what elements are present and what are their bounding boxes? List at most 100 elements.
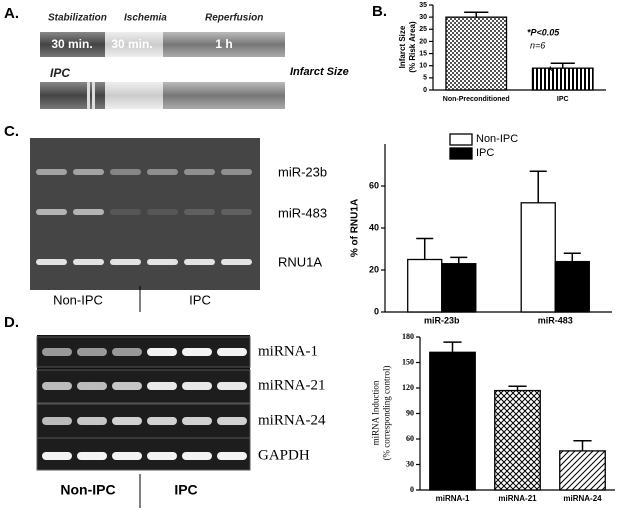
- gel-band: [217, 417, 247, 425]
- error-bar: [443, 341, 462, 353]
- annotation: *: [548, 64, 553, 78]
- gel-band: [42, 348, 72, 356]
- gel-bands: [36, 169, 252, 265]
- y-tick-label: 0: [423, 87, 427, 94]
- y-tick-label: 30: [406, 459, 414, 468]
- gel-row-label: miRNA-21: [258, 377, 326, 393]
- gel-row-label: miRNA-24: [258, 412, 326, 428]
- gel-band: [147, 417, 177, 425]
- error-bar: [416, 237, 434, 260]
- gel-group-label: IPC: [174, 482, 197, 498]
- y-tick-label: 20: [419, 38, 427, 45]
- gel-band: [221, 259, 252, 265]
- gel-band: [112, 417, 142, 425]
- y-tick-label: 35: [419, 2, 427, 9]
- y-axis-label: % of RNU1A: [350, 199, 361, 257]
- gel-lane-row: [36, 336, 251, 368]
- phase-label: Stabilization: [48, 13, 107, 24]
- timeline-segment: [105, 82, 163, 109]
- bar: [429, 351, 476, 491]
- annotation: n=6: [530, 40, 545, 50]
- gel-band: [77, 452, 107, 460]
- y-tick-label: 90: [406, 408, 414, 417]
- gel-lane-row: [36, 437, 251, 471]
- gel-band: [110, 259, 141, 265]
- gel-band: [182, 382, 212, 390]
- gel-row-label: RNU1A: [278, 254, 322, 269]
- gel-group-label: Non-IPC: [60, 482, 115, 498]
- gel-band: [182, 452, 212, 460]
- ipc-stripe: [87, 82, 90, 109]
- gel-band: [77, 348, 107, 356]
- gel-row-label: GAPDH: [258, 447, 310, 463]
- y-tick-label: 30: [419, 14, 427, 21]
- y-tick-label: 10: [419, 63, 427, 70]
- error-bar: [508, 385, 527, 391]
- error-bar: [573, 439, 592, 451]
- x-tick-label: miR-483: [538, 315, 573, 325]
- gel-band: [221, 209, 252, 215]
- duration-label: 30 min.: [51, 37, 92, 51]
- gel-band: [182, 348, 212, 356]
- duration-label: 30 min.: [111, 37, 152, 51]
- gel-band: [36, 209, 67, 215]
- bar: [559, 450, 606, 491]
- gel-band: [147, 382, 177, 390]
- gel-group-label: IPC: [189, 292, 211, 307]
- x-tick-label: miRNA-24: [563, 494, 602, 503]
- gel-band: [36, 259, 67, 265]
- bar: [494, 389, 541, 491]
- y-axis-label: (% Risk Area): [408, 21, 417, 73]
- y-tick-label: 0: [374, 306, 379, 316]
- bar: [554, 260, 590, 313]
- gel-band: [77, 382, 107, 390]
- y-axis-label: Infarct Size: [398, 25, 407, 68]
- panel-label: D.: [4, 314, 19, 331]
- gel-band: [184, 259, 215, 265]
- error-bar: [529, 170, 547, 203]
- gel-band: [221, 169, 252, 175]
- timeline-segment: [40, 32, 105, 57]
- gel-band: [42, 382, 72, 390]
- phase-label: Ischemia: [124, 13, 167, 24]
- panel-label: C.: [4, 123, 19, 140]
- gel-band: [112, 348, 142, 356]
- gel-band: [182, 417, 212, 425]
- gel-band: [112, 382, 142, 390]
- x-tick-label: miR-23b: [424, 315, 460, 325]
- gel-band: [147, 348, 177, 356]
- gel-band: [184, 209, 215, 215]
- phase-label: Reperfusion: [205, 13, 263, 24]
- panel-label: B.: [372, 3, 387, 20]
- ipc-label: IPC: [50, 66, 70, 80]
- gel-band: [217, 348, 247, 356]
- y-tick-label: 60: [369, 180, 379, 190]
- legend-swatch: [449, 133, 473, 146]
- gel-lane-row: [36, 369, 251, 404]
- gel-band: [110, 209, 141, 215]
- y-tick-label: 180: [402, 332, 414, 341]
- y-tick-label: 5: [423, 75, 427, 82]
- gel-band: [73, 209, 104, 215]
- gel-band: [184, 169, 215, 175]
- y-axis-label: (% corresponding control): [382, 366, 392, 461]
- gel-band: [73, 169, 104, 175]
- error-bar: [450, 256, 468, 264]
- gel-row-label: miRNA-1: [258, 343, 318, 359]
- y-tick-label: 150: [402, 357, 414, 366]
- gel-row-label: miR-23b: [278, 164, 327, 179]
- y-tick-label: 0: [410, 485, 414, 494]
- y-tick-label: 20: [369, 264, 379, 274]
- timeline-segment: [105, 32, 163, 57]
- gel-lane-row: [36, 403, 251, 439]
- error-bar: [550, 62, 575, 69]
- gel-band: [112, 452, 142, 460]
- x-tick-label: miRNA-21: [498, 494, 537, 503]
- gel-band: [110, 169, 141, 175]
- x-tick-label: IPC: [557, 96, 569, 103]
- bar: [441, 263, 477, 313]
- gel-band: [147, 169, 178, 175]
- gel-row-label: miR-483: [278, 205, 327, 220]
- x-tick-label: Non-Preconditioned: [443, 96, 510, 103]
- gel-band: [77, 417, 107, 425]
